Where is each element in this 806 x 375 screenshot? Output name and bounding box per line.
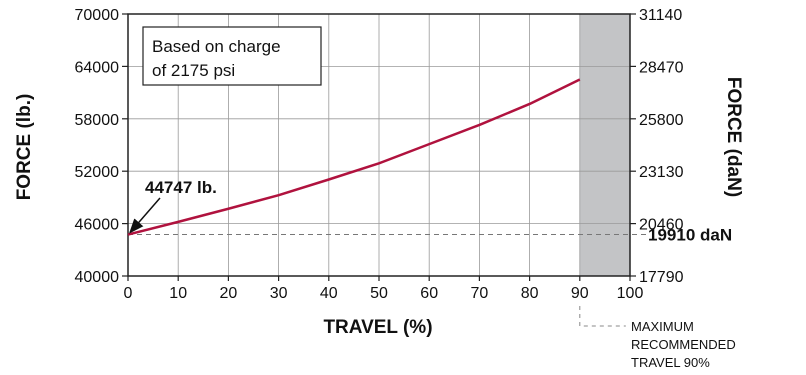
max-travel-shaded-region <box>579 14 630 276</box>
x-tick-label: 70 <box>471 285 489 302</box>
reference-line-label: 19910 daN <box>648 226 732 245</box>
x-axis-title: TRAVEL (%) <box>323 317 432 338</box>
y-tick-label: 52000 <box>75 164 120 181</box>
x-tick-label: 40 <box>320 285 338 302</box>
max-note-line3: TRAVEL 90% <box>631 355 710 370</box>
y-tick-label: 70000 <box>75 7 120 24</box>
max-note-line1: MAXIMUM <box>631 319 694 334</box>
x-tick-label: 20 <box>220 285 238 302</box>
y2-axis-ticks: 17790 20460 23130 25800 28470 31140 <box>630 7 684 286</box>
x-tick-label: 30 <box>270 285 288 302</box>
y2-axis-title: FORCE (daN) <box>723 77 744 197</box>
y-tick-label: 46000 <box>75 217 120 234</box>
charge-info-box <box>142 26 322 86</box>
x-tick-label: 0 <box>124 285 133 302</box>
start-point-arrow <box>129 197 161 234</box>
y-tick-label: 58000 <box>75 112 120 129</box>
x-tick-label: 80 <box>521 285 539 302</box>
y-tick-label: 40000 <box>75 269 120 286</box>
y2-tick-label: 20460 <box>639 217 684 234</box>
y2-tick-label: 17790 <box>639 269 684 286</box>
y2-tick-label: 23130 <box>639 164 684 181</box>
y2-tick-label: 28470 <box>639 59 684 76</box>
charge-info-line1: Based on charge <box>152 37 281 56</box>
max-travel-note-leader <box>579 306 626 327</box>
series-layer <box>127 78 581 236</box>
x-tick-label: 10 <box>169 285 187 302</box>
start-point-label: 44747 lb. <box>145 178 217 197</box>
y2-tick-label: 25800 <box>639 112 684 129</box>
y-axis-ticks: 40000 46000 52000 58000 64000 70000 <box>75 7 128 286</box>
x-tick-label: 60 <box>420 285 438 302</box>
y2-tick-label: 31140 <box>639 7 682 24</box>
x-tick-label: 50 <box>370 285 388 302</box>
force-series-line <box>127 78 581 236</box>
charge-info-line2: of 2175 psi <box>152 61 235 80</box>
y-tick-label: 64000 <box>75 59 120 76</box>
x-tick-label: 90 <box>571 285 589 302</box>
max-note-line2: RECOMMENDED <box>631 337 736 352</box>
x-axis-ticks: 0 10 20 30 40 50 60 70 80 90 100 <box>124 276 644 302</box>
y-axis-title: FORCE (lb.) <box>14 94 35 201</box>
x-tick-label: 100 <box>617 285 644 302</box>
